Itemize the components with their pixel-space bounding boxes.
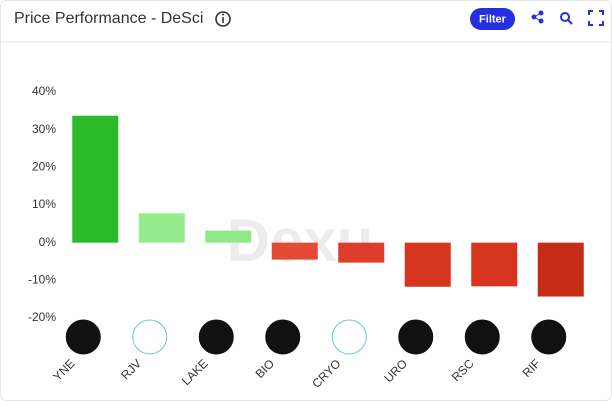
token-logo (398, 319, 434, 355)
y-tick-label: 10% (32, 197, 56, 211)
bar (205, 230, 252, 243)
y-tick-label: -10% (28, 273, 56, 287)
filter-label[interactable]: Filter (479, 13, 507, 25)
bar (404, 242, 451, 287)
token-logo (65, 319, 101, 355)
token-logo (464, 319, 500, 355)
search-icon[interactable] (560, 12, 573, 25)
token-logo (198, 319, 234, 355)
share-icon[interactable] (531, 10, 544, 24)
bar (271, 242, 318, 260)
y-tick-label: 30% (32, 122, 56, 136)
y-tick-label: -20% (28, 310, 56, 324)
token-logo (132, 319, 168, 355)
card-title: Price Performance - DeSci (14, 10, 203, 27)
expand-icon[interactable] (588, 10, 604, 26)
token-logo (331, 319, 367, 355)
y-tick-label: 20% (32, 160, 56, 174)
y-tick-label: 40% (32, 84, 56, 98)
y-tick-label: 0% (39, 235, 57, 249)
bar (338, 242, 385, 263)
bar (72, 115, 119, 243)
filter-button[interactable]: Filter (470, 8, 515, 30)
bar (138, 213, 185, 243)
bar (471, 242, 518, 287)
token-logo (265, 319, 301, 355)
bar (537, 242, 584, 297)
token-logo (531, 319, 567, 355)
info-icon[interactable] (215, 11, 231, 27)
